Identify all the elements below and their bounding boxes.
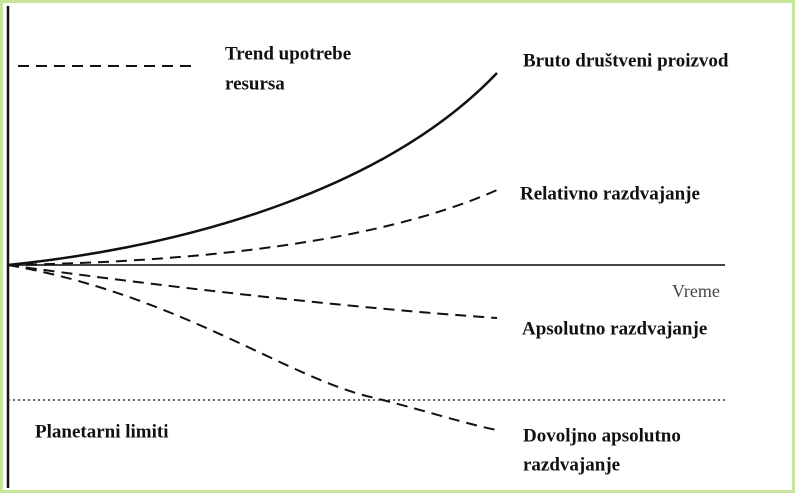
- legend-label: Trend upotrebe: [225, 43, 351, 64]
- curve-label: Apsolutno razdvajanje: [522, 318, 707, 339]
- x-axis-label: Vreme: [672, 281, 720, 301]
- relative-curve: [7, 189, 498, 266]
- curve-label: razdvajanje: [523, 454, 620, 475]
- curve-label: Dovoljno apsolutno: [523, 425, 681, 446]
- limit-label: Planetarni limiti: [35, 421, 169, 442]
- curve-label: Relativno razdvajanje: [520, 183, 700, 204]
- curve-label: Bruto društveni proizvod: [523, 50, 729, 71]
- gdp-curve: [7, 72, 498, 267]
- absolute-curve: [7, 264, 498, 319]
- legend-label: resursa: [225, 73, 285, 94]
- sufficient-curve: [7, 264, 498, 431]
